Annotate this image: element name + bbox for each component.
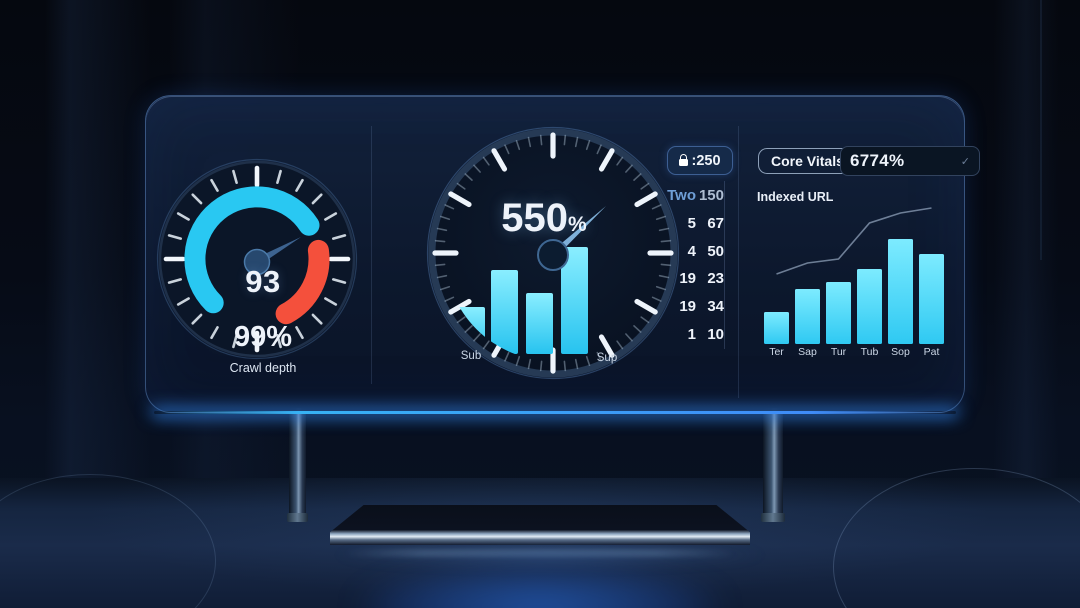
crawl-depth-gauge: 93 99% Crawl depth (152, 154, 362, 374)
crawl-gauge-svg (156, 158, 358, 360)
indexed-url-chart (764, 207, 944, 344)
main-speed-gauge (423, 123, 683, 383)
speed-gauge-footer-left: Sub (460, 350, 482, 362)
crawl-gauge-percent: 99% (233, 321, 293, 353)
speed-gauge-outer-ring (426, 126, 680, 380)
metrics-row: 1 10 (687, 325, 724, 343)
gauge-arc-cyan (184, 186, 320, 314)
speed-gauge-footer-right: Sup (596, 352, 618, 364)
speed-gauge-hub (537, 239, 569, 271)
indexed-url-bars (764, 239, 944, 344)
x-label: Sop (891, 346, 910, 358)
speed-gauge-unit: % (568, 213, 587, 236)
section-divider-2 (738, 126, 739, 398)
check-icon: ✓ (960, 155, 970, 168)
metrics-row: Two 150 (667, 187, 724, 204)
metrics-row: 19 23 (679, 270, 724, 288)
keyboard-slab (330, 505, 750, 545)
locked-metric-value: :250 (691, 152, 721, 169)
x-label: Sap (798, 346, 817, 358)
x-label: Tur (830, 346, 847, 358)
background-line (1040, 0, 1042, 260)
score-value: 6774% (850, 151, 905, 170)
metrics-row: 5 67 (687, 214, 724, 232)
metrics-row: 19 34 (679, 298, 724, 316)
chart-x-labels: Ter Sap Tur Tub Sop Pat (754, 346, 961, 358)
crawl-gauge-value: 93 (245, 264, 281, 299)
dashboard-panel: 93 99% Crawl depth (145, 95, 980, 414)
monitor-stand-right (761, 408, 785, 522)
gauge-outer-ring (156, 158, 358, 360)
x-label: Pat (923, 346, 940, 358)
gauge-arc-red (275, 239, 330, 325)
indexed-url-label: Indexed URL (757, 190, 834, 204)
lock-icon (679, 154, 689, 166)
gauge-ticks (163, 165, 351, 353)
locked-metric-chip[interactable]: :250 (667, 146, 733, 175)
x-label: Tub (860, 346, 879, 358)
crawl-gauge-label: Crawl depth (229, 361, 297, 375)
score-chip[interactable]: 6774% ✓ (840, 146, 980, 176)
speed-gauge-ticks (432, 132, 674, 374)
metrics-divider (724, 181, 725, 349)
x-label: Ter (769, 346, 784, 358)
speed-gauge-svg (426, 126, 680, 380)
section-divider-1 (371, 126, 372, 384)
speed-gauge-number: 550 (501, 196, 569, 240)
speed-gauge-value: 550% (464, 198, 624, 238)
monitor-stand-left (287, 408, 308, 522)
metrics-row: 4 50 (687, 242, 724, 260)
metrics-table: Two 150 5 67 4 50 19 23 19 34 1 10 (660, 188, 724, 342)
gauge-hub (243, 248, 271, 276)
trend-line (776, 207, 932, 275)
